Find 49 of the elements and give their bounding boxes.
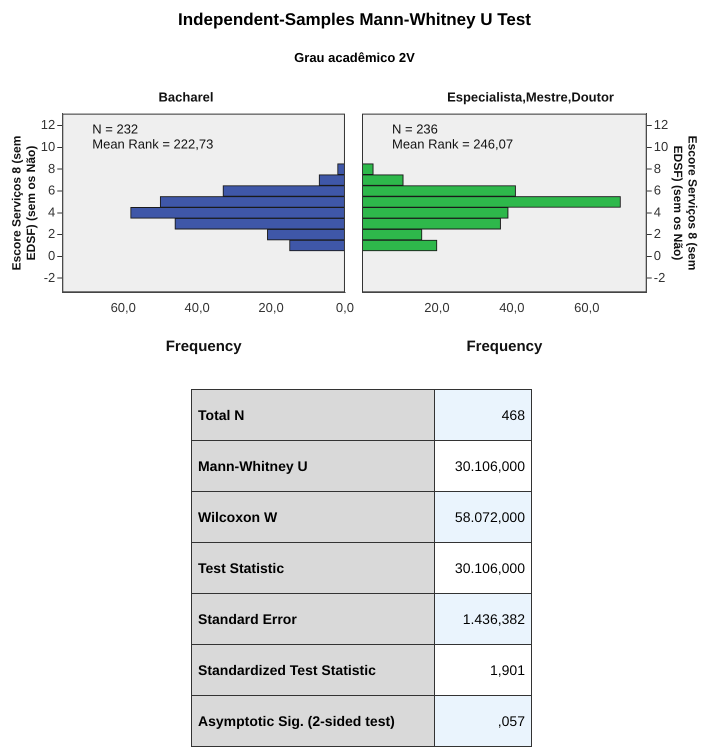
y-tick-label: -2: [654, 270, 666, 285]
annotation: N = 232: [92, 122, 138, 137]
y-tick-label: 6: [654, 182, 661, 198]
category-label: Wilcoxon W: [192, 492, 434, 542]
y-tick-label: 10: [654, 138, 668, 154]
text: Independent-Samples Mann-Whitney U Test: [177, 10, 532, 30]
x-tick-label: 20,0: [258, 300, 284, 315]
y-tick-label: -2: [44, 270, 56, 285]
chart-title: Especialista,Mestre,Doutor: [447, 89, 614, 104]
category-label: Standardized Test Statistic: [192, 644, 434, 696]
category-label: Asymptotic Sig. (2-sided test): [192, 696, 434, 746]
text: 30.106,000: [454, 560, 525, 576]
text: 1,901: [490, 662, 525, 678]
text: 1.436,382: [462, 611, 525, 627]
x-tick-label: 40,0: [184, 300, 210, 315]
text: 468: [502, 407, 525, 423]
y-tick-label: 10: [40, 138, 56, 154]
y-tick-label: 4: [654, 204, 661, 220]
text: ,057: [498, 713, 525, 729]
y-tick-label: 4: [48, 204, 56, 220]
x-tick-label: 40,0: [499, 300, 525, 315]
category-label: Standard Error: [192, 594, 434, 644]
y-axis-title: Escore Serviços 8 (sem EDSF) (sem os Não): [10, 136, 38, 270]
chart-title: Bacharel: [158, 89, 214, 104]
annotation: N = 236: [392, 122, 438, 137]
category-label: Test Statistic: [192, 542, 434, 594]
category-label: Total N: [192, 390, 434, 440]
y-tick-label: 8: [48, 160, 56, 176]
y-tick-label: 12: [654, 117, 668, 132]
text: Grau acadêmico 2V: [293, 50, 416, 65]
y-tick-label: 0: [654, 248, 661, 263]
y-axis-title: Escore Serviços 8 (sem EDSF) (sem os Não): [671, 136, 700, 270]
category-label: Mann-Whitney U: [192, 440, 434, 492]
x-tick-label: 0,0: [336, 300, 354, 315]
text: 58.072,000: [454, 509, 525, 525]
annotation: Mean Rank = 246,07: [392, 136, 514, 152]
y-tick-label: 2: [654, 226, 661, 242]
text: 30.106,000: [454, 458, 525, 474]
y-tick-label: 6: [48, 182, 56, 198]
annotation: Mean Rank = 222,73: [92, 136, 214, 152]
x-tick-label: 60,0: [110, 300, 136, 315]
x-axis-title: Frequency: [466, 338, 543, 356]
y-tick-label: 12: [40, 117, 56, 132]
y-tick-label: 0: [48, 248, 56, 263]
x-axis-title: Frequency: [166, 338, 242, 356]
x-tick-label: 20,0: [424, 300, 450, 315]
y-tick-label: 8: [654, 160, 661, 176]
y-tick-label: 2: [48, 226, 56, 242]
x-tick-label: 60,0: [574, 300, 600, 315]
